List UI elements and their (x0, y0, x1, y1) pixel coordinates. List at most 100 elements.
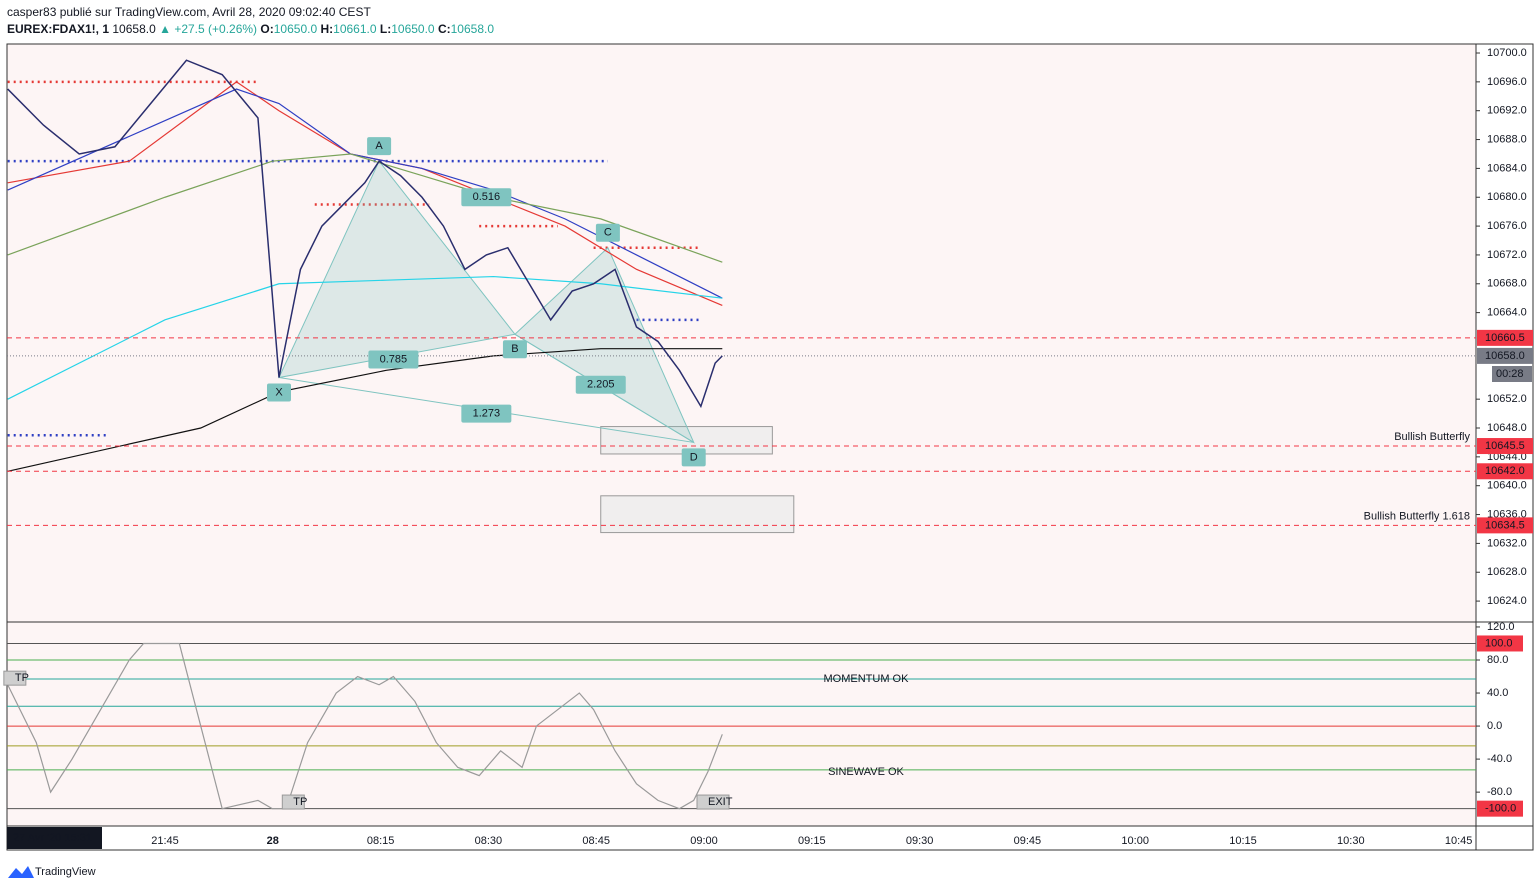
x-tick-label: 08:45 (582, 835, 610, 847)
y-tick-label: 10624.0 (1487, 595, 1527, 607)
y-tick-label: 10652.0 (1487, 393, 1527, 405)
osc-pane (7, 622, 1476, 826)
osc-marker (3, 670, 27, 686)
countdown: 00:28 (1496, 368, 1524, 380)
x-tick-label: 10:15 (1229, 835, 1257, 847)
y-tick-label: 40.0 (1487, 687, 1508, 699)
level-label: 10645.5 (1485, 440, 1525, 452)
ratio-label: 0.785 (380, 353, 408, 365)
y-tick-label: 10688.0 (1487, 133, 1527, 145)
pattern-point-tag (267, 383, 291, 402)
y-tick-label: 80.0 (1487, 654, 1508, 666)
y-tick-label: 10648.0 (1487, 422, 1527, 434)
level-label: 10658.0 (1485, 350, 1525, 362)
brand: TradingView (35, 866, 96, 878)
pattern-point-tag (367, 137, 392, 156)
y-tick-label: 120.0 (1487, 621, 1515, 633)
x-tick-label: 10:00 (1121, 835, 1149, 847)
header: casper83 publié sur TradingView.com, Avr… (7, 4, 494, 38)
pattern-point-label: C (604, 227, 612, 239)
pattern-point-tag (502, 340, 527, 359)
x-tick-label: 08:15 (367, 835, 395, 847)
start-tag (7, 827, 102, 849)
level-tag (1477, 438, 1533, 455)
osc-marker-label: TP (293, 796, 307, 808)
y-tick-label: 10696.0 (1487, 76, 1527, 88)
y-tick-label: 10700.0 (1487, 47, 1527, 59)
y-tick-label: -80.0 (1487, 786, 1512, 798)
osc-note: SINEWAVE OK (828, 766, 904, 778)
y-tick-label: 10640.0 (1487, 480, 1527, 492)
ohlc-key: L: (379, 22, 392, 36)
y-tick-label: 10668.0 (1487, 278, 1527, 290)
x-tick-label: 09:30 (906, 835, 934, 847)
osc-marker-label: EXIT (708, 796, 733, 808)
y-tick-label: -40.0 (1487, 753, 1512, 765)
ohlc: O:10650.0 H:10661.0 L:10650.0 C:10658.0 (260, 22, 494, 36)
level-tag (1477, 517, 1533, 534)
moving-average (7, 348, 723, 472)
y-tick-label: 10628.0 (1487, 566, 1527, 578)
symbol-line: EUREX:FDAX1!, 1 10658.0 ▲ +27.5 (+0.26%)… (7, 21, 494, 38)
start-label: 27 Avr '20 15:31 (13, 832, 92, 844)
symbol: EUREX:FDAX1!, 1 (7, 22, 110, 36)
ohlc-value: 10658.0 (450, 22, 495, 36)
ratio-label: 0.516 (473, 191, 501, 203)
pattern-point-label: D (690, 451, 698, 463)
osc-marker (696, 794, 730, 810)
zone-box (600, 495, 795, 534)
osc-flag (1477, 635, 1523, 652)
pattern-point-label: A (375, 140, 383, 152)
ohlc-value: 10661.0 (333, 22, 377, 36)
x-tick-label: 10:30 (1337, 835, 1365, 847)
ratio-tag (461, 404, 512, 423)
moving-average (7, 88, 723, 299)
price-pane (7, 44, 1476, 622)
x-tick-label: 09:15 (798, 835, 826, 847)
zone-label: Bullish Butterfly (1394, 431, 1470, 443)
countdown-tag (1492, 366, 1532, 382)
ohlc-value: 10650.0 (273, 22, 318, 36)
moving-average (7, 153, 723, 263)
moving-average (7, 275, 723, 400)
pattern-ratio-lines (278, 333, 694, 443)
osc-flag (1477, 800, 1523, 817)
brand-logo (8, 866, 34, 878)
ratio-label: 1.273 (473, 407, 501, 419)
ratio-tag (461, 188, 512, 207)
pattern-point-tag (681, 448, 706, 467)
pattern-point-label: B (511, 343, 518, 355)
price-line (7, 59, 723, 409)
ratio-tag (368, 350, 419, 369)
level-label: 10660.5 (1485, 332, 1525, 344)
osc-flag-label: -100.0 (1485, 803, 1516, 815)
x-tick-label: 09:45 (1014, 835, 1042, 847)
osc-marker-label: TP (15, 672, 29, 684)
last: 10658.0 (112, 22, 156, 36)
y-tick-label: 0.0 (1487, 720, 1502, 732)
ratio-tag (575, 375, 626, 394)
x-tick-label: 28 (267, 835, 279, 847)
change: ▲ +27.5 (+0.26%) (159, 22, 258, 36)
y-tick-label: 10692.0 (1487, 105, 1527, 117)
ohlc-key: C: (437, 22, 451, 36)
ohlc-key: H: (320, 22, 334, 36)
change-value: +27.5 (+0.26%) (174, 22, 258, 36)
x-tick-label: 08:30 (475, 835, 503, 847)
y-tick-label: 10680.0 (1487, 191, 1527, 203)
level-tag (1477, 329, 1533, 346)
pattern-point-label: X (275, 386, 283, 398)
level-label: 10642.0 (1485, 465, 1525, 477)
y-tick-label: 10684.0 (1487, 162, 1527, 174)
level-label: 10634.5 (1485, 519, 1525, 531)
y-tick-label: 10676.0 (1487, 220, 1527, 232)
ratio-label: 2.205 (587, 379, 615, 391)
osc-note: MOMENTUM OK (824, 673, 910, 685)
y-tick-label: 10664.0 (1487, 307, 1527, 319)
y-tick-label: 10672.0 (1487, 249, 1527, 261)
y-tick-label: 10632.0 (1487, 537, 1527, 549)
pattern-point-tag (595, 223, 620, 242)
ohlc-key: O: (260, 22, 274, 36)
x-tick-label: 10:45 (1445, 835, 1473, 847)
